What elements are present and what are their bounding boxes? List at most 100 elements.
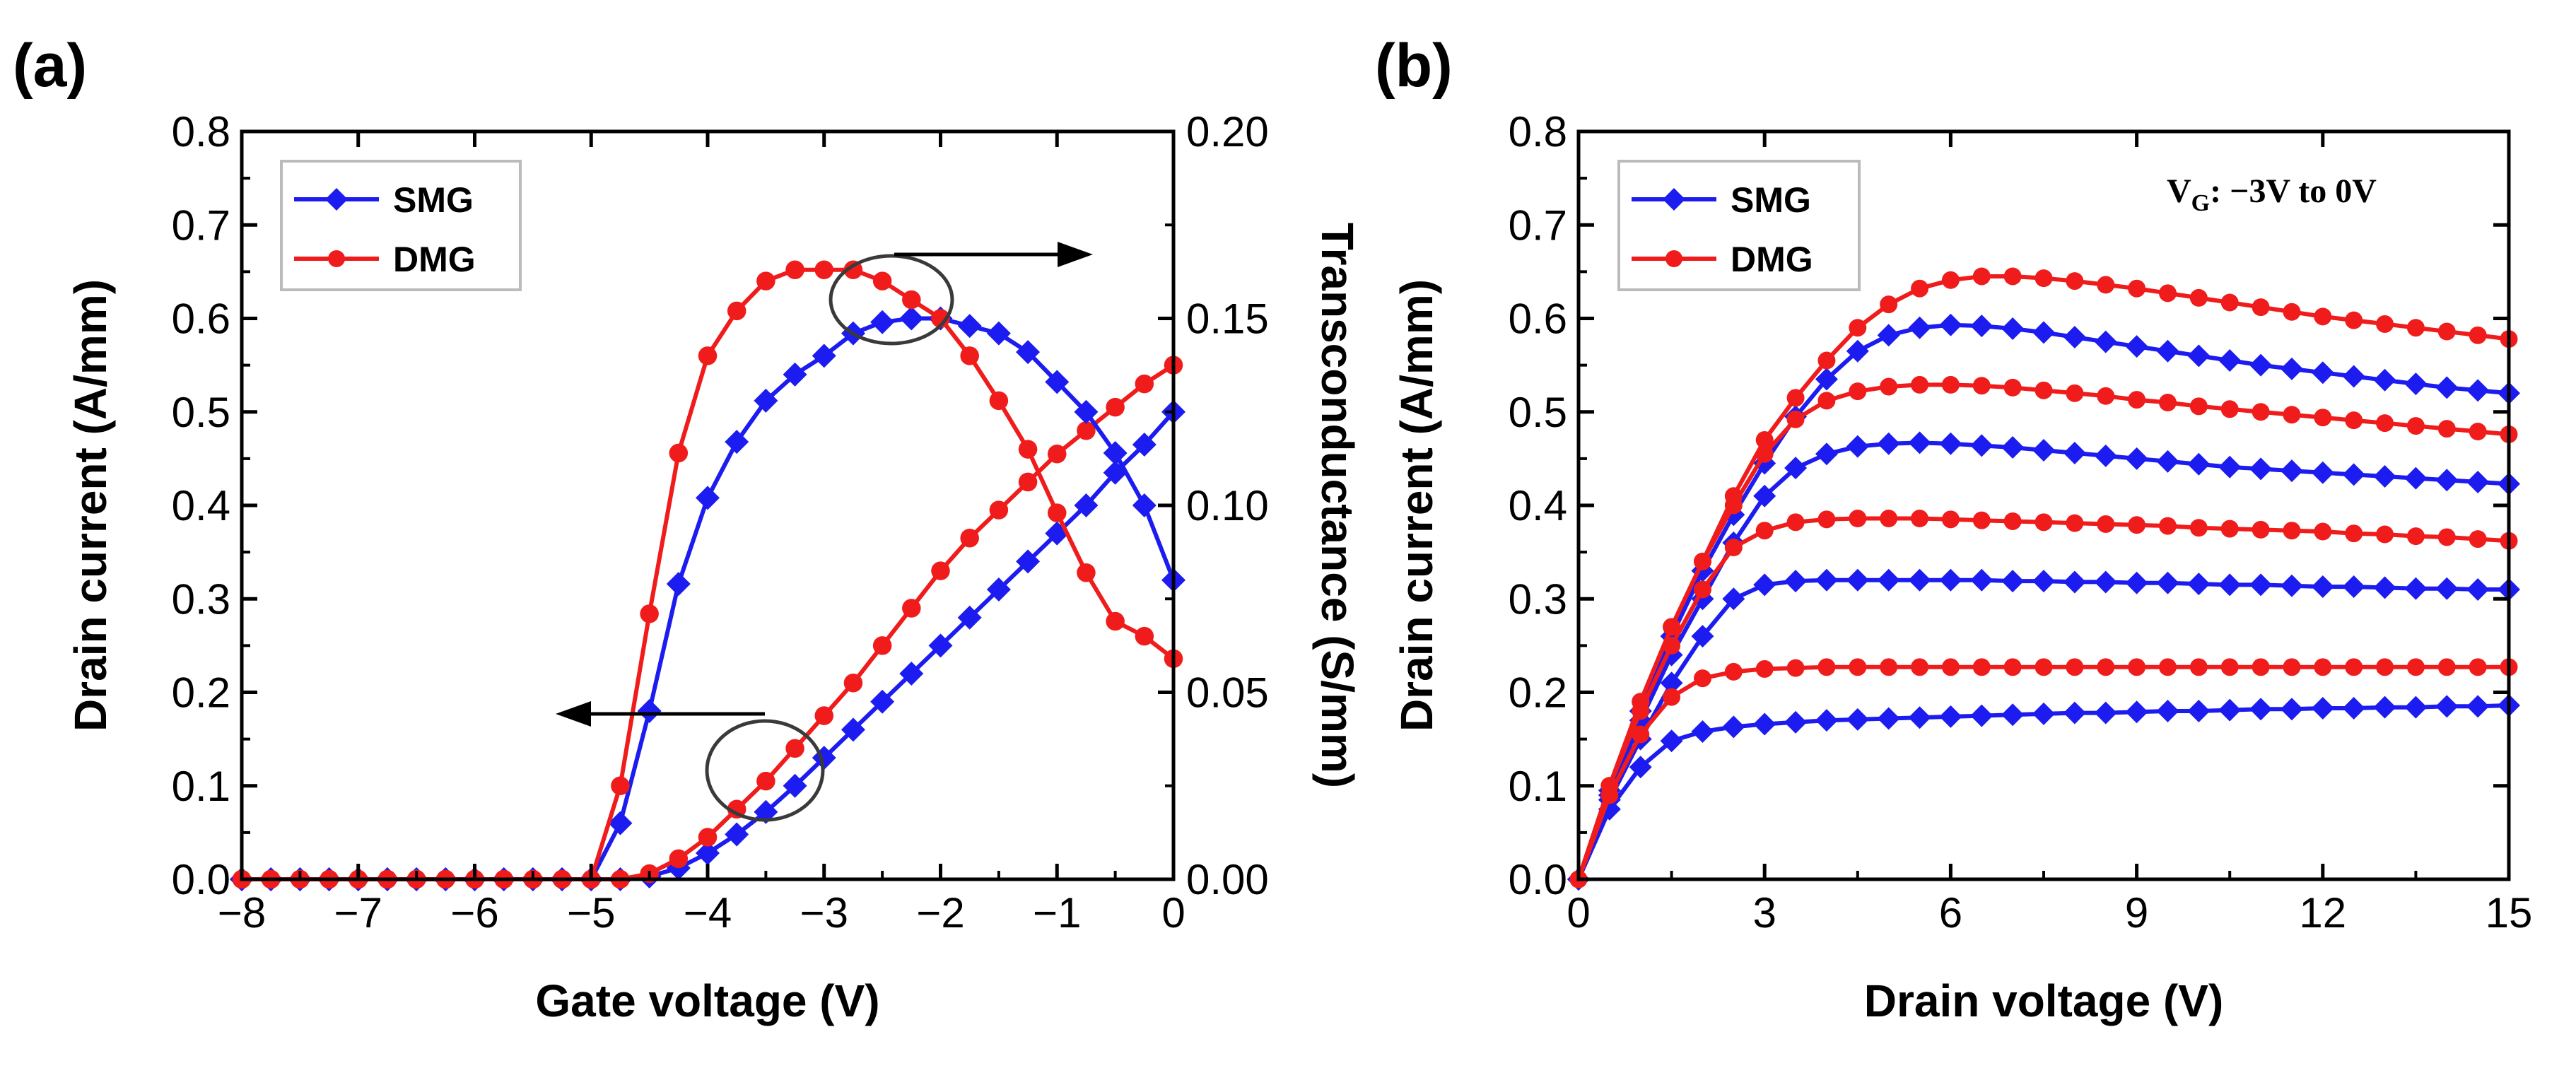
b-dmg-vg0-series-point	[2128, 279, 2146, 298]
y2-tick-label: 0.20	[1186, 108, 1269, 155]
a-dmg-gm-series-point	[960, 346, 979, 365]
x-tick-label: 0	[1161, 889, 1185, 937]
y-tick-label: 0.0	[1509, 856, 1567, 903]
b-dmg-vg-3-series-point	[2252, 658, 2270, 676]
y-tick-label: 0.8	[1509, 108, 1567, 155]
b-dmg-vg-2-series-point	[2128, 516, 2146, 534]
x-tick-label: 3	[1753, 889, 1776, 937]
b-smg-vg0-series-point	[2218, 349, 2242, 372]
a-dmg-gm-series-point	[814, 260, 834, 279]
y-tick-label: 0.5	[1509, 389, 1567, 436]
a-smg-gm-series-point	[783, 362, 807, 387]
a-smg-id-series-point	[1132, 433, 1157, 457]
b-smg-vg0-series-point	[1815, 368, 1838, 391]
b-dmg-vg-3-series-point	[1849, 658, 1867, 676]
a-dmg-id-series-point	[931, 561, 950, 580]
a-smg-id-series-point	[1074, 493, 1099, 517]
b-dmg-vg-2-series-point	[2220, 520, 2239, 538]
b-dmg-vg-1-series-point	[2066, 384, 2084, 402]
panel-a-x-axis-label: Gate voltage (V)	[535, 975, 879, 1026]
y-tick-label: 0.5	[172, 389, 230, 436]
a-smg-gm-series-point	[1132, 493, 1157, 517]
b-smg-vg0-series-point	[2063, 325, 2086, 348]
b-smg-vg-2-series-point	[1691, 625, 1714, 648]
b-smg-vg-3-series-point	[1846, 708, 1869, 731]
x-tick-label: 0	[1567, 889, 1590, 937]
b-smg-vg-1-series-point	[2094, 444, 2117, 467]
b-dmg-vg-2-series-point	[1849, 510, 1867, 527]
b-smg-vg-3-series-point	[2466, 695, 2490, 718]
b-smg-vg0-series-point	[2094, 330, 2117, 353]
b-smg-vg0-series-point	[2280, 357, 2303, 380]
a-smg-id-series-point	[1016, 549, 1041, 574]
b-dmg-vg0-series-point	[1663, 618, 1681, 636]
x-tick-label: −1	[1033, 889, 1081, 937]
b-smg-vg-1-series-point	[1939, 432, 1962, 455]
b-dmg-vg0-series-point	[1755, 430, 1774, 449]
a-smg-id-series-point	[957, 605, 982, 630]
b-dmg-vg0-series-point	[1972, 267, 1991, 286]
b-dmg-vg0-series-point	[2189, 288, 2208, 307]
b-dmg-vg-3-series-point	[2376, 658, 2394, 676]
b-dmg-vg0-series-point	[2097, 276, 2115, 294]
b-dmg-vg-2-series-point	[2252, 520, 2270, 539]
legend-b-smg-label: SMG	[1731, 180, 1811, 220]
a-dmg-gm-series-point	[698, 346, 718, 365]
b-dmg-vg-1-series-point	[1880, 377, 1898, 396]
b-smg-vg-2-series-point	[2063, 570, 2086, 594]
b-smg-vg-2-series-point	[1877, 568, 1900, 592]
y-tick-label: 0.3	[1509, 575, 1567, 623]
b-dmg-vg-3-series-point	[1755, 659, 1774, 678]
b-smg-vg-3-series	[1567, 694, 2520, 891]
b-dmg-vg-3-series-point	[1663, 688, 1681, 706]
b-smg-vg-2-series-point	[1753, 573, 1776, 597]
y-tick-label: 0.7	[1509, 201, 1567, 249]
b-smg-vg-1-series-point	[1753, 484, 1776, 507]
b-smg-vg-3-series-point	[1691, 720, 1714, 744]
b-smg-vg-1-series-point	[1784, 457, 1808, 480]
b-smg-vg0-series-point	[2435, 376, 2459, 399]
b-smg-vg-2-series-point	[2187, 573, 2211, 596]
legend-b-smg-marker	[1663, 188, 1685, 211]
y-tick-label: 0.6	[172, 295, 230, 343]
x-tick-label: −8	[218, 889, 266, 937]
right-arrowhead	[1058, 242, 1093, 267]
b-dmg-vg-1-series-point	[2252, 403, 2270, 421]
b-smg-vg-3-series-point	[1970, 704, 1994, 727]
a-dmg-gm-series-point	[1047, 503, 1067, 522]
b-smg-vg0-series-point	[2187, 344, 2211, 368]
b-smg-vg-3-series-point	[2404, 696, 2428, 719]
b-dmg-vg0-series-point	[2345, 311, 2363, 329]
a-dmg-gm-series-point	[989, 391, 1009, 411]
legend-a-dmg-marker	[328, 250, 345, 267]
b-dmg-vg-1-series-point	[2220, 400, 2239, 418]
a-dmg-gm-series-point	[611, 776, 630, 796]
a-dmg-id-series-point	[1047, 445, 1067, 464]
b-smg-vg-3-series-point	[2001, 703, 2025, 727]
b-smg-vg-1-series-point	[2001, 436, 2025, 459]
b-smg-vg0-series-point	[2156, 339, 2179, 363]
a-smg-id-series-point	[841, 717, 865, 742]
a-smg-id-series-point	[783, 773, 807, 798]
a-smg-id-series-point	[899, 662, 924, 686]
b-smg-vg-3-series-point	[2342, 696, 2365, 720]
b-smg-vg-1-series-point	[2032, 438, 2055, 462]
b-dmg-vg0-series-point	[2035, 269, 2053, 288]
a-smg-id-series-point	[696, 840, 720, 865]
a-smg-gm-series-point	[986, 321, 1011, 346]
y2-tick-label: 0.05	[1186, 669, 1269, 717]
b-dmg-vg-3-series-point	[2345, 658, 2363, 676]
b-smg-vg-3-series-point	[2249, 698, 2273, 721]
b-dmg-vg-1-series-point	[1972, 377, 1991, 395]
a-dmg-id-series-point	[1106, 397, 1125, 417]
b-dmg-vg-3-series-point	[1632, 725, 1650, 744]
x-tick-label: 12	[2299, 889, 2346, 937]
y-tick-label: 0.1	[1509, 763, 1567, 810]
a-smg-gm-series-point	[608, 811, 633, 835]
x-tick-label: 15	[2486, 889, 2533, 937]
b-smg-vg-2-series-point	[2094, 570, 2117, 594]
b-smg-vg0-series-point	[1939, 313, 1962, 336]
a-dmg-gm-series-point	[1077, 563, 1096, 582]
a-dmg-id-series-point	[1135, 374, 1154, 394]
